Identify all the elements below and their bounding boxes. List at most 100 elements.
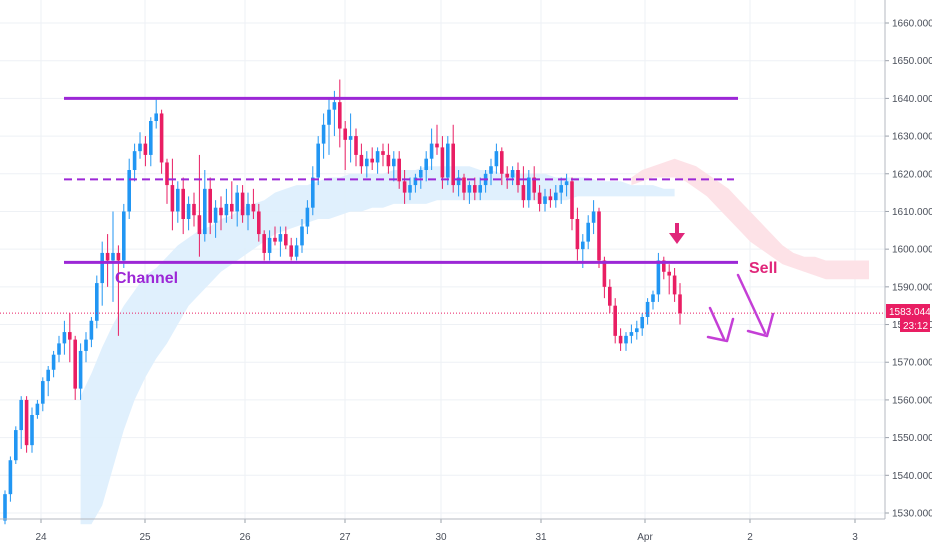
candle[interactable]: [30, 407, 34, 453]
candle[interactable]: [46, 366, 50, 397]
candle[interactable]: [554, 185, 558, 208]
candle[interactable]: [500, 147, 504, 186]
candle[interactable]: [359, 143, 364, 174]
candle[interactable]: [370, 147, 374, 170]
candle[interactable]: [651, 290, 655, 310]
candle[interactable]: [548, 188, 553, 208]
candle[interactable]: [84, 332, 88, 363]
candle[interactable]: [662, 256, 666, 280]
candle[interactable]: [95, 275, 99, 329]
candle[interactable]: [170, 158, 175, 231]
candle[interactable]: [240, 185, 245, 223]
candle[interactable]: [262, 230, 266, 261]
candle[interactable]: [656, 252, 661, 302]
candle[interactable]: [213, 200, 218, 238]
candle[interactable]: [575, 207, 580, 261]
candle[interactable]: [208, 177, 212, 235]
candle[interactable]: [165, 158, 169, 204]
candle[interactable]: [197, 154, 202, 257]
candle[interactable]: [478, 177, 482, 201]
candle[interactable]: [219, 196, 223, 231]
candle[interactable]: [327, 98, 331, 155]
candle[interactable]: [408, 177, 412, 201]
candle[interactable]: [667, 264, 671, 295]
candle[interactable]: [635, 320, 639, 340]
candle[interactable]: [278, 226, 283, 257]
candle[interactable]: [338, 79, 342, 148]
candle[interactable]: [570, 177, 574, 231]
candle[interactable]: [19, 396, 23, 449]
candle[interactable]: [608, 279, 612, 314]
candle[interactable]: [386, 143, 391, 174]
candle[interactable]: [537, 185, 542, 212]
candle[interactable]: [224, 188, 229, 223]
candle[interactable]: [645, 298, 650, 325]
candle[interactable]: [381, 143, 385, 167]
candle[interactable]: [597, 207, 601, 268]
candle[interactable]: [62, 320, 67, 355]
candle[interactable]: [294, 237, 299, 261]
candle[interactable]: [154, 98, 158, 129]
candle[interactable]: [618, 328, 623, 351]
candle[interactable]: [100, 241, 104, 306]
candle[interactable]: [192, 192, 196, 227]
candle[interactable]: [149, 117, 153, 167]
candle[interactable]: [251, 188, 256, 219]
candle[interactable]: [289, 237, 293, 261]
candle[interactable]: [41, 377, 45, 412]
candle[interactable]: [35, 399, 40, 419]
candle[interactable]: [57, 335, 61, 363]
candle[interactable]: [365, 151, 369, 178]
candle[interactable]: [462, 173, 466, 201]
candle[interactable]: [494, 143, 499, 174]
candle[interactable]: [424, 151, 428, 182]
candle[interactable]: [257, 203, 261, 242]
candle[interactable]: [246, 192, 250, 231]
candle[interactable]: [375, 147, 380, 174]
candle[interactable]: [473, 177, 477, 201]
candle[interactable]: [300, 219, 304, 253]
candle[interactable]: [456, 170, 461, 197]
candle[interactable]: [73, 335, 77, 400]
candle[interactable]: [138, 132, 142, 159]
candle[interactable]: [678, 283, 682, 325]
candle[interactable]: [392, 151, 396, 182]
candle[interactable]: [89, 317, 94, 348]
candle[interactable]: [24, 396, 29, 453]
candle[interactable]: [672, 268, 677, 302]
candle[interactable]: [176, 181, 180, 223]
candle[interactable]: [159, 109, 164, 174]
candle[interactable]: [68, 313, 72, 363]
candle[interactable]: [311, 166, 315, 216]
candle[interactable]: [321, 113, 326, 159]
candle[interactable]: [559, 177, 563, 204]
candle[interactable]: [105, 234, 110, 287]
candle[interactable]: [203, 170, 207, 242]
candle[interactable]: [521, 166, 526, 208]
candle[interactable]: [143, 136, 148, 167]
candle[interactable]: [186, 196, 191, 231]
candle[interactable]: [446, 136, 450, 186]
candle[interactable]: [402, 170, 407, 204]
candle[interactable]: [629, 324, 634, 344]
candle[interactable]: [343, 121, 347, 170]
candle[interactable]: [591, 200, 596, 235]
candle[interactable]: [586, 215, 590, 250]
candle[interactable]: [8, 456, 13, 502]
candle[interactable]: [14, 426, 18, 464]
candle[interactable]: [111, 211, 115, 302]
candle[interactable]: [419, 166, 423, 189]
candle[interactable]: [435, 124, 439, 155]
candle[interactable]: [132, 143, 137, 182]
candle[interactable]: [305, 200, 310, 235]
candle[interactable]: [510, 166, 515, 186]
candle[interactable]: [284, 226, 288, 250]
candle[interactable]: [116, 245, 121, 336]
candle[interactable]: [348, 113, 353, 163]
candle[interactable]: [78, 343, 83, 400]
candle[interactable]: [640, 313, 644, 336]
candle[interactable]: [489, 158, 493, 186]
candle[interactable]: [122, 203, 126, 268]
candle[interactable]: [624, 332, 628, 351]
